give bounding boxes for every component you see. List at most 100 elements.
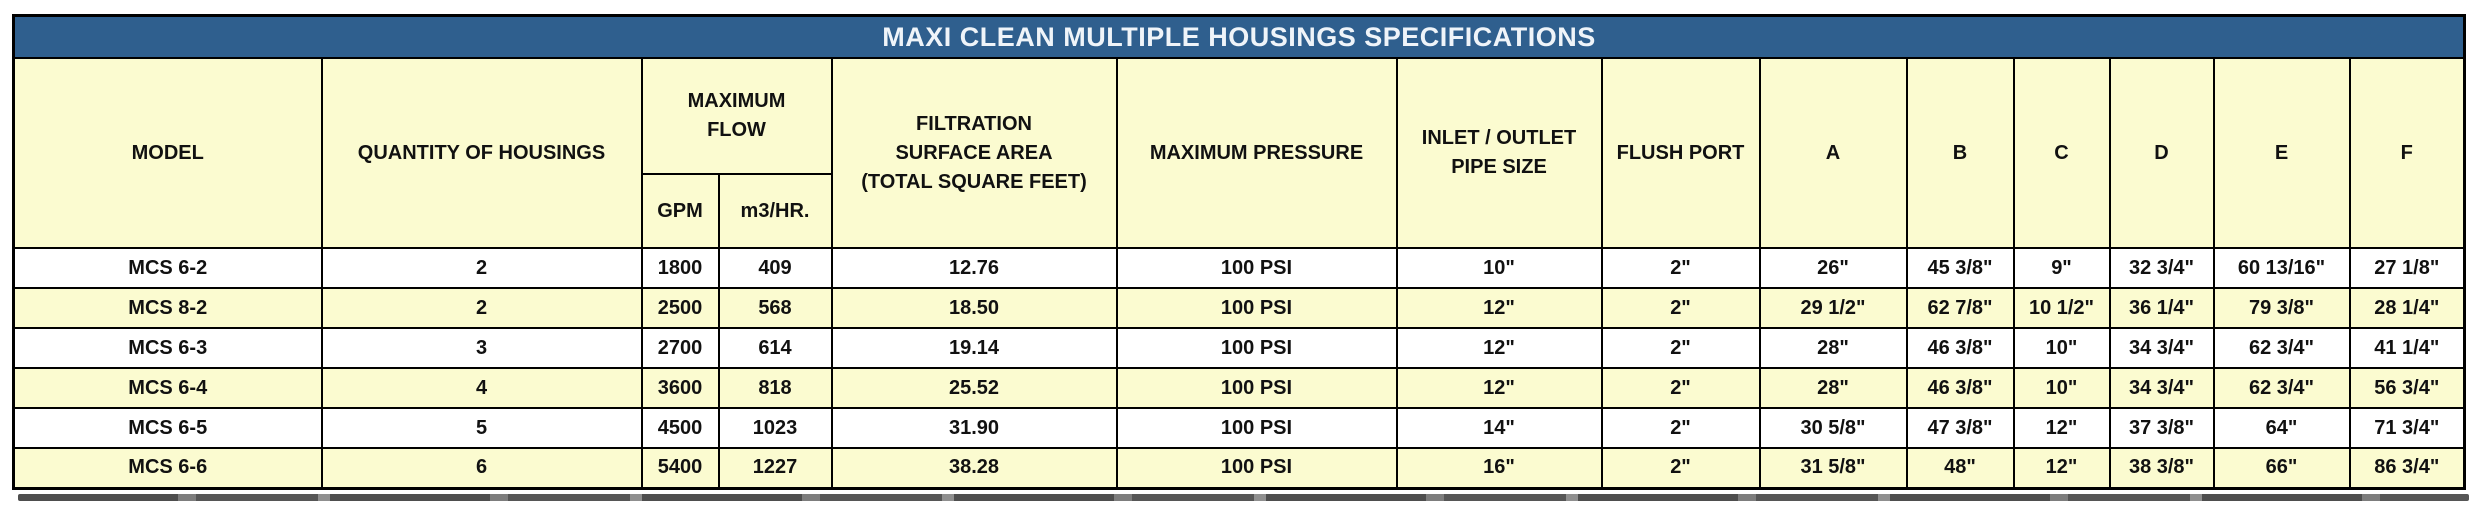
cell-filtration: 38.28 bbox=[830, 447, 1118, 489]
table-row: MCS 6-3 3 2700 614 19.14 100 PSI 12" 2" 28" 46 3/… bbox=[12, 327, 2466, 369]
cell-pressure: 100 PSI bbox=[1115, 407, 1398, 449]
cell-pressure: 100 PSI bbox=[1115, 327, 1398, 369]
table-row: MCS 6-2 2 1800 409 12.76 100 PSI 10" 2" 26" 45 3/… bbox=[12, 247, 2466, 289]
cell-c: 12" bbox=[2012, 447, 2111, 489]
cell-pressure: 100 PSI bbox=[1115, 287, 1398, 329]
cell-filtration: 12.76 bbox=[830, 247, 1118, 289]
header-dim-c: C bbox=[2012, 57, 2111, 249]
cell-e: 64" bbox=[2212, 407, 2351, 449]
header-maximum-flow: MAXIMUM FLOW bbox=[640, 57, 833, 175]
cell-d: 36 1/4" bbox=[2108, 287, 2215, 329]
cell-d: 37 3/8" bbox=[2108, 407, 2215, 449]
cell-e: 79 3/8" bbox=[2212, 287, 2351, 329]
cell-flush: 2" bbox=[1600, 247, 1761, 289]
cell-a: 28" bbox=[1758, 367, 1908, 409]
cell-quantity: 6 bbox=[320, 447, 643, 489]
cell-inlet: 10" bbox=[1395, 247, 1603, 289]
cell-m3hr: 409 bbox=[717, 247, 833, 289]
table-row: MCS 6-4 4 3600 818 25.52 100 PSI 12" 2" 28" 46 3/… bbox=[12, 367, 2466, 409]
title-row: MAXI CLEAN MULTIPLE HOUSINGS SPECIFICATI… bbox=[12, 14, 2466, 59]
cell-c: 10 1/2" bbox=[2012, 287, 2111, 329]
header-inlet-outlet-pipe-size: INLET / OUTLET PIPE SIZE bbox=[1395, 57, 1603, 249]
cell-flush: 2" bbox=[1600, 407, 1761, 449]
cell-filtration: 25.52 bbox=[830, 367, 1118, 409]
cell-gpm: 5400 bbox=[640, 447, 720, 489]
cell-f: 27 1/8" bbox=[2348, 247, 2466, 289]
header-gpm: GPM bbox=[640, 173, 720, 249]
cell-d: 34 3/4" bbox=[2108, 367, 2215, 409]
cell-e: 62 3/4" bbox=[2212, 367, 2351, 409]
cell-c: 10" bbox=[2012, 327, 2111, 369]
cell-m3hr: 568 bbox=[717, 287, 833, 329]
header-dim-f: F bbox=[2348, 57, 2466, 249]
cell-gpm: 1800 bbox=[640, 247, 720, 289]
cell-m3hr: 818 bbox=[717, 367, 833, 409]
cell-pressure: 100 PSI bbox=[1115, 447, 1398, 489]
cell-d: 32 3/4" bbox=[2108, 247, 2215, 289]
cell-inlet: 12" bbox=[1395, 367, 1603, 409]
cell-e: 66" bbox=[2212, 447, 2351, 489]
cell-a: 31 5/8" bbox=[1758, 447, 1908, 489]
cell-f: 86 3/4" bbox=[2348, 447, 2466, 489]
header-dim-a: A bbox=[1758, 57, 1908, 249]
bottom-shadow bbox=[18, 493, 2469, 501]
cell-gpm: 3600 bbox=[640, 367, 720, 409]
cell-model: MCS 6-3 bbox=[12, 327, 323, 369]
cell-f: 28 1/4" bbox=[2348, 287, 2466, 329]
header-row-1: MODEL QUANTITY OF HOUSINGS MAXIMUM FLOW … bbox=[12, 57, 2466, 249]
cell-f: 71 3/4" bbox=[2348, 407, 2466, 449]
cell-pressure: 100 PSI bbox=[1115, 247, 1398, 289]
table-row: MCS 6-5 5 4500 1023 31.90 100 PSI 14" 2" 30 5/8"… bbox=[12, 407, 2466, 449]
cell-b: 62 7/8" bbox=[1905, 287, 2015, 329]
cell-model: MCS 6-2 bbox=[12, 247, 323, 289]
cell-e: 62 3/4" bbox=[2212, 327, 2351, 369]
cell-b: 47 3/8" bbox=[1905, 407, 2015, 449]
cell-c: 12" bbox=[2012, 407, 2111, 449]
cell-model: MCS 6-4 bbox=[12, 367, 323, 409]
cell-quantity: 3 bbox=[320, 327, 643, 369]
cell-pressure: 100 PSI bbox=[1115, 367, 1398, 409]
cell-m3hr: 1023 bbox=[717, 407, 833, 449]
cell-d: 34 3/4" bbox=[2108, 327, 2215, 369]
cell-c: 10" bbox=[2012, 367, 2111, 409]
table-row: MCS 8-2 2 2500 568 18.50 100 PSI 12" 2" 29 1/2" 6… bbox=[12, 287, 2466, 329]
cell-quantity: 2 bbox=[320, 247, 643, 289]
header-flush-port: FLUSH PORT bbox=[1600, 57, 1761, 249]
cell-flush: 2" bbox=[1600, 447, 1761, 489]
cell-quantity: 2 bbox=[320, 287, 643, 329]
cell-f: 41 1/4" bbox=[2348, 327, 2466, 369]
cell-model: MCS 8-2 bbox=[12, 287, 323, 329]
header-maximum-pressure: MAXIMUM PRESSURE bbox=[1115, 57, 1398, 249]
cell-b: 45 3/8" bbox=[1905, 247, 2015, 289]
cell-gpm: 4500 bbox=[640, 407, 720, 449]
cell-flush: 2" bbox=[1600, 327, 1761, 369]
cell-quantity: 4 bbox=[320, 367, 643, 409]
cell-inlet: 16" bbox=[1395, 447, 1603, 489]
specs-table: MAXI CLEAN MULTIPLE HOUSINGS SPECIFICATI… bbox=[12, 14, 2467, 490]
header-dim-b: B bbox=[1905, 57, 2015, 249]
cell-m3hr: 614 bbox=[717, 327, 833, 369]
cell-inlet: 14" bbox=[1395, 407, 1603, 449]
cell-model: MCS 6-6 bbox=[12, 447, 323, 489]
header-filtration-surface-area: FILTRATION SURFACE AREA (TOTAL SQUARE FE… bbox=[830, 57, 1118, 249]
cell-flush: 2" bbox=[1600, 367, 1761, 409]
header-dim-d: D bbox=[2108, 57, 2215, 249]
cell-c: 9" bbox=[2012, 247, 2111, 289]
cell-inlet: 12" bbox=[1395, 327, 1603, 369]
cell-filtration: 18.50 bbox=[830, 287, 1118, 329]
cell-a: 29 1/2" bbox=[1758, 287, 1908, 329]
table-row: MCS 6-6 6 5400 1227 38.28 100 PSI 16" 2" 31 5/8"… bbox=[12, 447, 2466, 489]
cell-b: 48" bbox=[1905, 447, 2015, 489]
header-quantity-of-housings: QUANTITY OF HOUSINGS bbox=[320, 57, 643, 249]
cell-quantity: 5 bbox=[320, 407, 643, 449]
cell-m3hr: 1227 bbox=[717, 447, 833, 489]
table-title: MAXI CLEAN MULTIPLE HOUSINGS SPECIFICATI… bbox=[12, 14, 2466, 59]
cell-b: 46 3/8" bbox=[1905, 367, 2015, 409]
header-dim-e: E bbox=[2212, 57, 2351, 249]
cell-filtration: 19.14 bbox=[830, 327, 1118, 369]
cell-gpm: 2500 bbox=[640, 287, 720, 329]
cell-b: 46 3/8" bbox=[1905, 327, 2015, 369]
cell-model: MCS 6-5 bbox=[12, 407, 323, 449]
cell-a: 28" bbox=[1758, 327, 1908, 369]
